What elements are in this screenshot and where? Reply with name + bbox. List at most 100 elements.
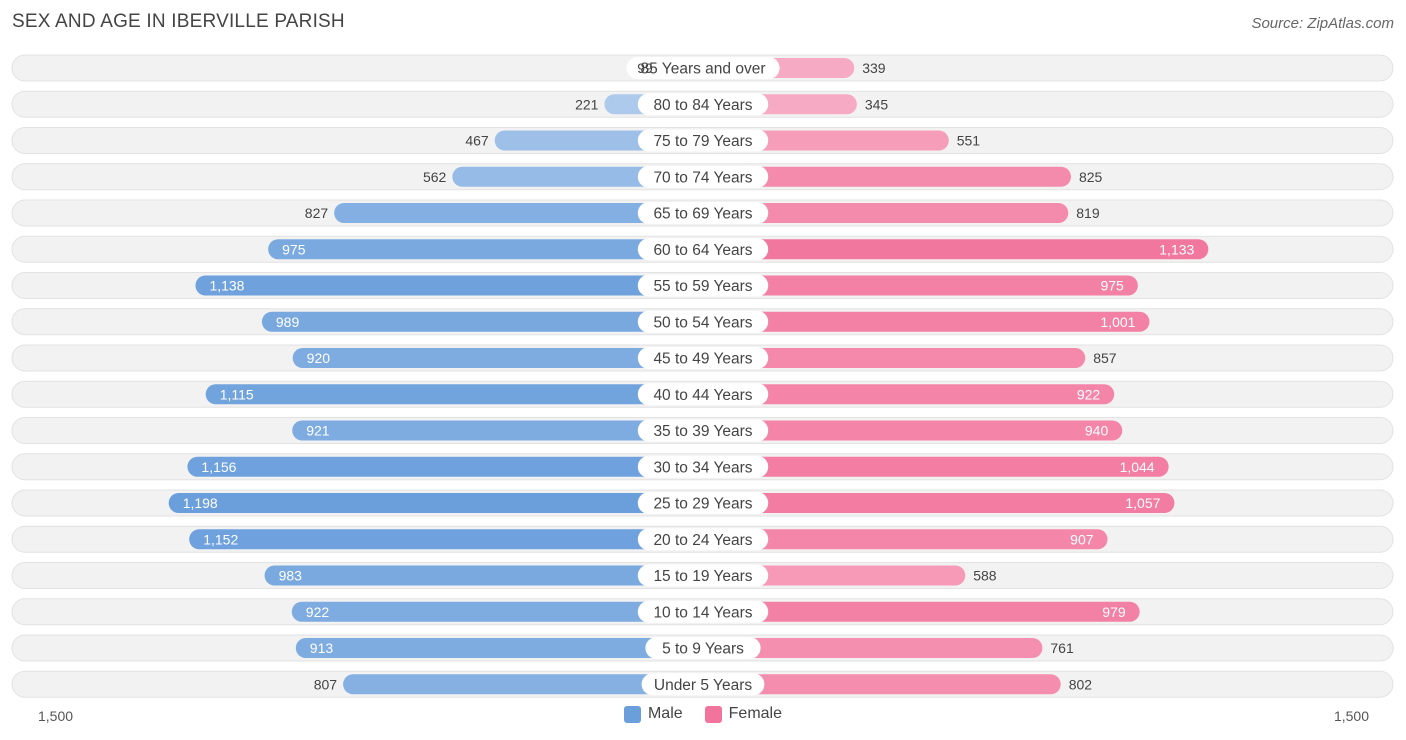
value-label-male: 913 xyxy=(310,640,334,656)
value-label-male: 1,115 xyxy=(220,386,254,402)
category-label: 35 to 39 Years xyxy=(653,423,752,440)
category-label-bg xyxy=(637,564,769,587)
bar-male xyxy=(295,638,703,658)
category-label: 65 to 69 Years xyxy=(653,206,752,223)
category-label-bg xyxy=(637,202,769,224)
legend-item-female: Female xyxy=(704,705,783,723)
bar-female xyxy=(703,674,1061,695)
category-label: Under 5 Years xyxy=(654,677,752,694)
category-label: 25 to 29 Years xyxy=(653,496,752,513)
category-label: 15 to 19 Years xyxy=(653,568,752,585)
axis-right-label: 1,500 xyxy=(1333,708,1369,724)
category-label-bg xyxy=(637,455,769,478)
category-label-bg xyxy=(637,310,769,333)
legend-swatch-female xyxy=(704,705,722,723)
category-label: 45 to 49 Years xyxy=(653,351,752,368)
value-label-male: 99 xyxy=(637,60,653,76)
value-label-male: 1,156 xyxy=(201,459,236,475)
category-label-bg xyxy=(637,129,769,152)
value-label-male: 989 xyxy=(276,314,300,330)
legend-item-male: Male xyxy=(623,705,683,723)
value-label-female: 588 xyxy=(973,568,997,584)
bar-female xyxy=(703,420,1123,441)
value-label-male: 922 xyxy=(306,604,330,620)
bar-male xyxy=(168,493,703,513)
bar-male xyxy=(268,239,703,260)
bar-female xyxy=(703,638,1043,658)
category-label: 75 to 79 Years xyxy=(653,133,752,150)
category-label: 80 to 84 Years xyxy=(653,97,752,114)
value-label-male: 1,198 xyxy=(183,495,218,511)
legend-label-male: Male xyxy=(647,705,683,722)
value-label-female: 1,044 xyxy=(1120,459,1155,475)
bar-female xyxy=(703,348,1086,368)
bar-male xyxy=(189,529,703,550)
category-label-bg xyxy=(626,57,780,79)
category-label-bg xyxy=(637,93,769,116)
value-label-female: 907 xyxy=(1070,531,1094,547)
legend-swatch-male xyxy=(623,705,641,723)
category-label-bg xyxy=(637,238,769,261)
value-label-female: 761 xyxy=(1050,640,1074,656)
category-label: 30 to 34 Years xyxy=(653,459,752,476)
bar-female xyxy=(703,166,1071,187)
category-label: 5 to 9 Years xyxy=(662,641,744,658)
category-label-bg xyxy=(641,673,765,696)
category-label-bg xyxy=(637,528,769,551)
value-label-female: 1,001 xyxy=(1100,314,1135,330)
value-label-female: 1,057 xyxy=(1125,495,1160,511)
category-label-bg xyxy=(645,637,761,659)
bar-male xyxy=(334,203,703,223)
bar-male xyxy=(195,275,703,296)
legend: Male Female xyxy=(0,705,1406,723)
value-label-male: 1,152 xyxy=(203,531,238,547)
bar-male xyxy=(264,565,703,586)
bar-female xyxy=(703,203,1069,223)
value-label-male: 827 xyxy=(305,205,329,221)
value-label-female: 922 xyxy=(1077,386,1101,402)
value-label-female: 819 xyxy=(1076,205,1100,221)
value-label-male: 983 xyxy=(279,568,303,584)
chart-title: SEX AND AGE IN IBERVILLE PARISH xyxy=(12,11,345,32)
category-label-bg xyxy=(637,274,769,297)
value-label-male: 920 xyxy=(307,350,331,366)
value-label-female: 975 xyxy=(1100,278,1124,294)
value-label-female: 339 xyxy=(862,60,886,76)
bar-male xyxy=(343,674,703,695)
bar-female xyxy=(703,456,1169,477)
value-label-female: 345 xyxy=(865,96,889,112)
value-label-female: 979 xyxy=(1102,604,1126,620)
bar-male xyxy=(187,456,703,477)
value-label-male: 975 xyxy=(282,241,306,257)
value-label-female: 857 xyxy=(1093,350,1117,366)
value-label-male: 921 xyxy=(306,423,330,439)
bar-female xyxy=(703,275,1138,296)
bar-female xyxy=(703,384,1115,405)
bar-female xyxy=(703,565,966,586)
value-label-female: 551 xyxy=(957,133,981,149)
value-label-male: 467 xyxy=(465,133,489,149)
bar-female xyxy=(703,311,1150,332)
bar-male xyxy=(291,601,703,622)
bar-male xyxy=(205,384,703,405)
legend-label-female: Female xyxy=(728,705,783,722)
bar-male xyxy=(292,348,703,368)
category-label-bg xyxy=(637,600,769,623)
axis-left-label: 1,500 xyxy=(38,708,74,724)
category-label-bg xyxy=(637,347,769,369)
bar-female xyxy=(703,601,1140,622)
value-label-female: 802 xyxy=(1069,676,1093,692)
category-label: 50 to 54 Years xyxy=(653,314,752,331)
bar-male xyxy=(261,311,703,332)
category-label-bg xyxy=(637,419,769,442)
category-label: 20 to 24 Years xyxy=(653,532,752,549)
source-label: Source: ZipAtlas.com xyxy=(1251,15,1394,32)
category-label: 40 to 44 Years xyxy=(653,387,752,404)
bar-female xyxy=(703,239,1209,260)
category-label: 85 Years and over xyxy=(641,61,766,78)
bar-female xyxy=(703,493,1175,513)
value-label-male: 1,138 xyxy=(209,278,244,294)
value-label-male: 807 xyxy=(314,676,338,692)
value-label-male: 221 xyxy=(575,96,599,112)
